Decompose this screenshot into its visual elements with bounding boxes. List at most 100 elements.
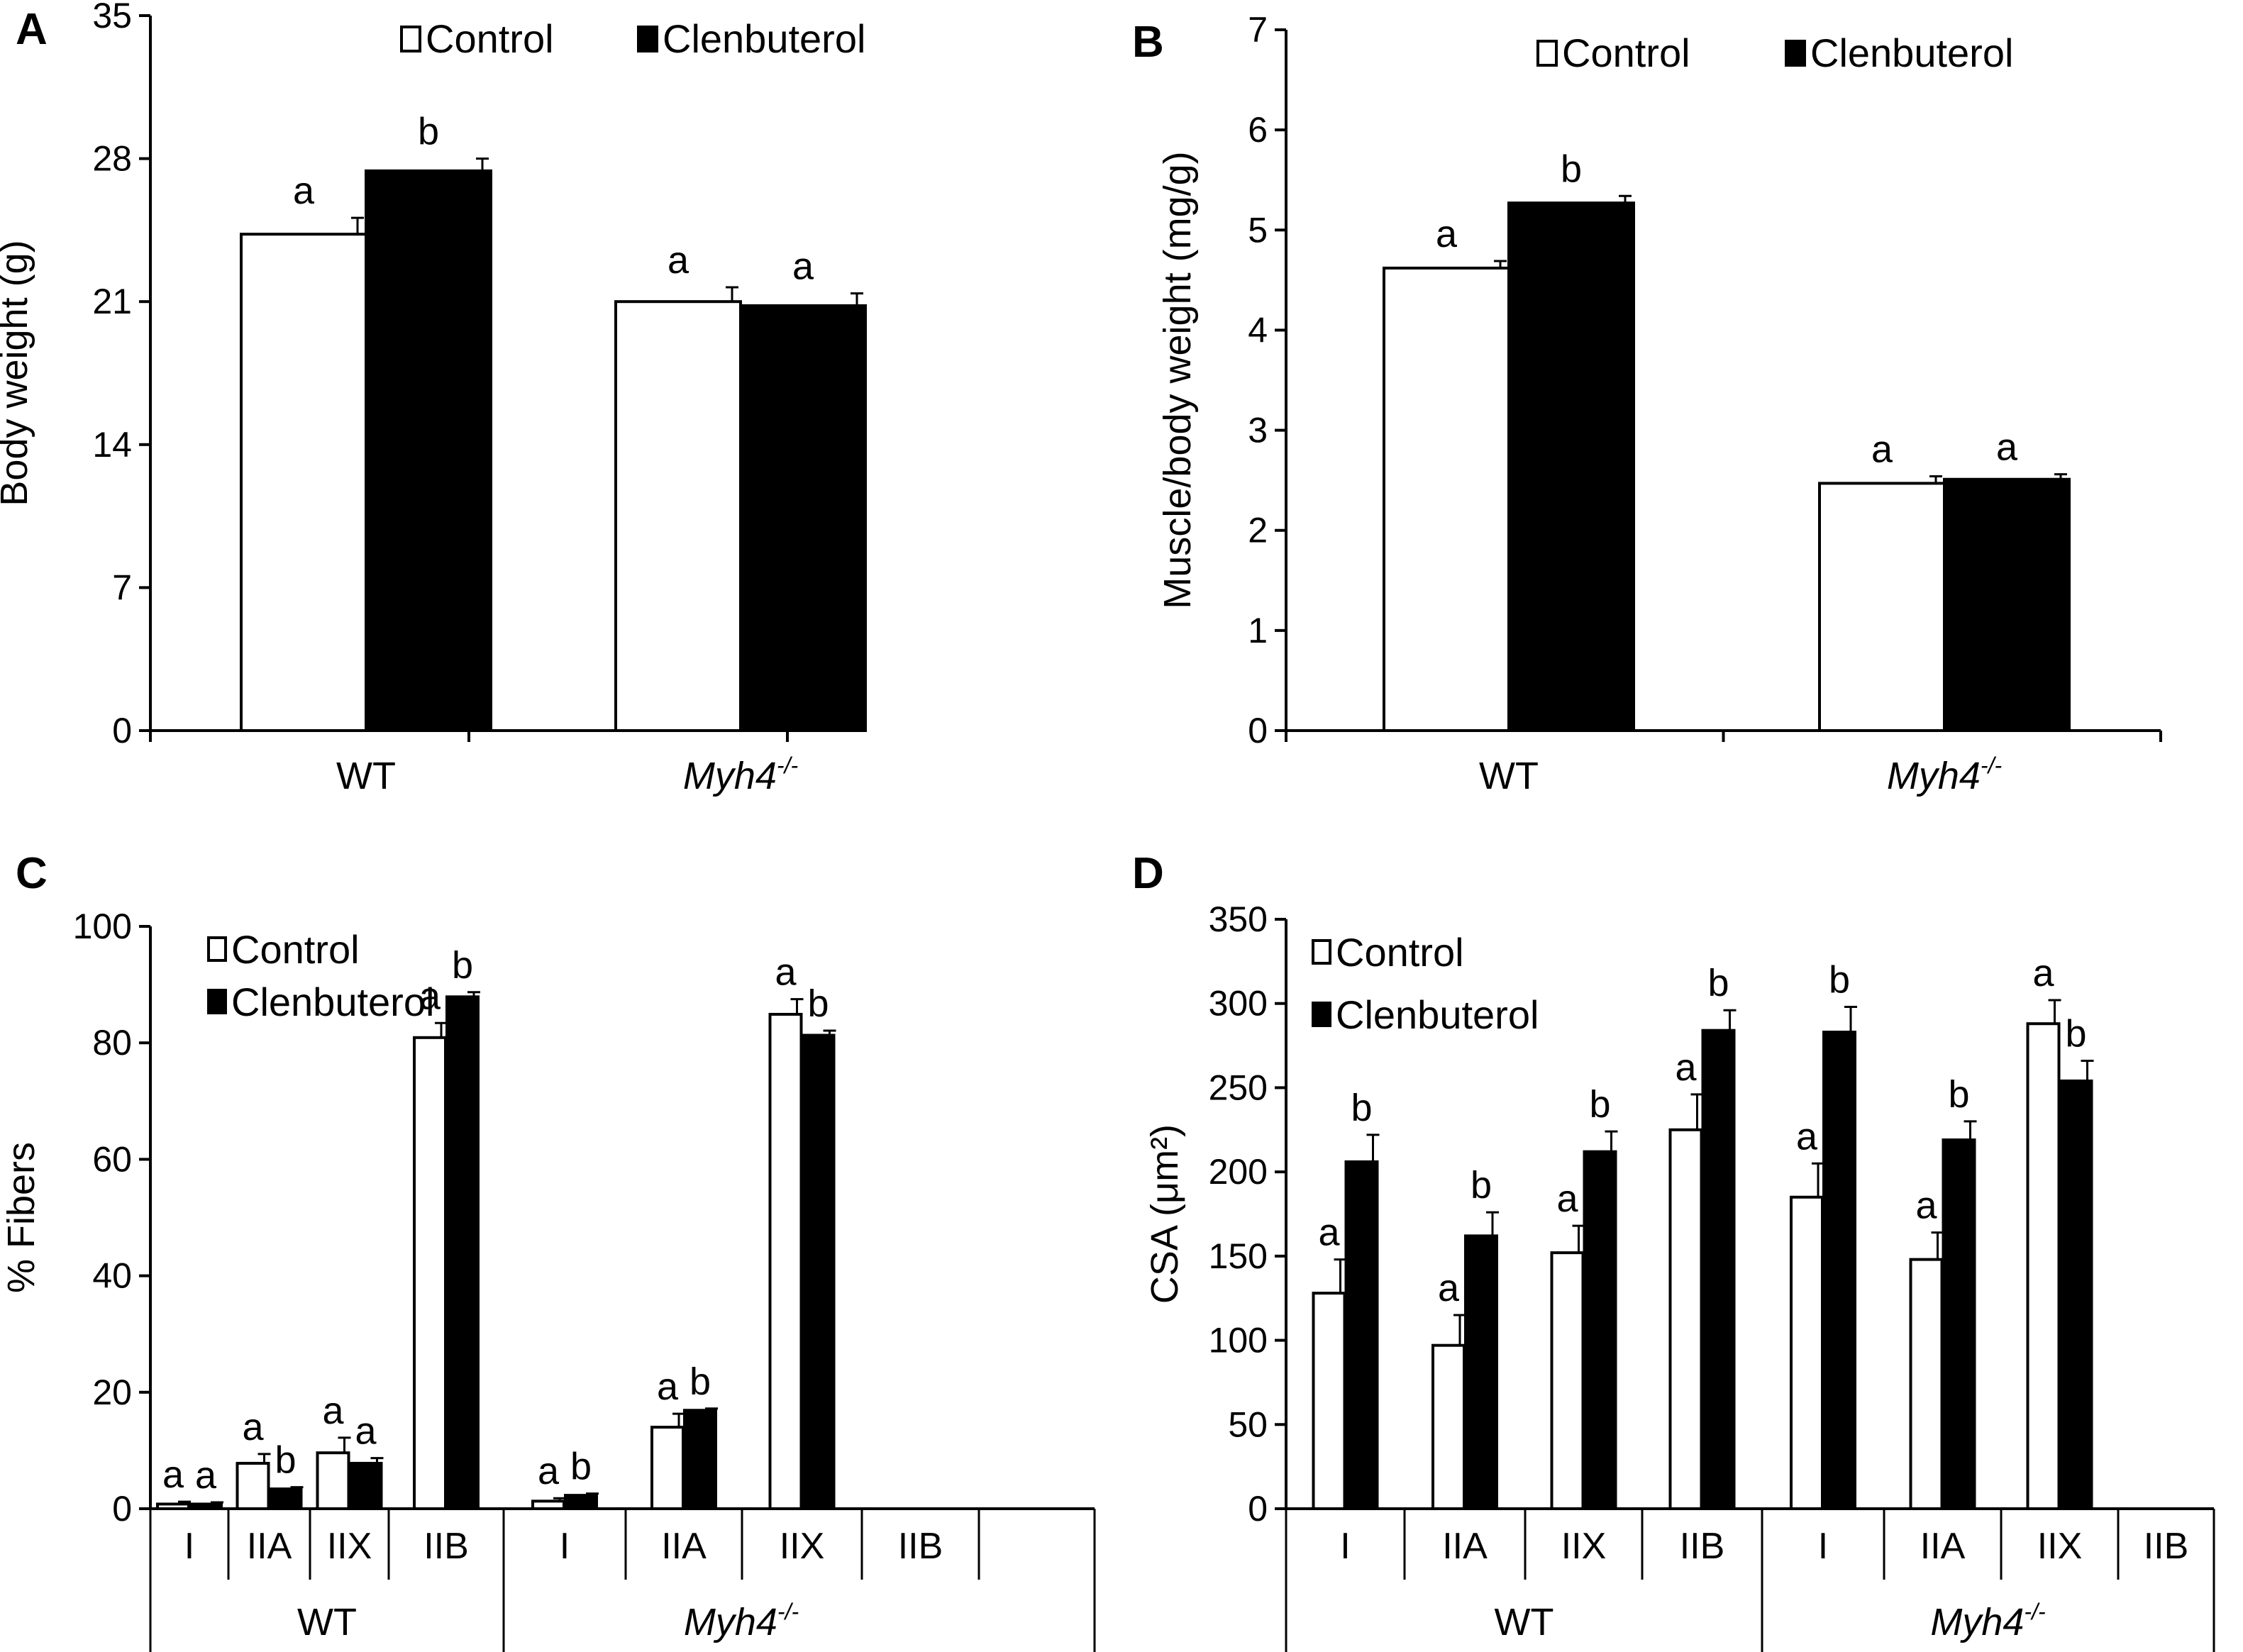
- y-tick-label: 35: [92, 0, 132, 35]
- significance-letter: a: [1996, 426, 2018, 469]
- bar-control-3: [413, 1036, 447, 1511]
- y-tick-label: 0: [1248, 1489, 1268, 1529]
- x-category-label: Myh4-/-: [1887, 753, 2002, 797]
- y-tick-label: 150: [1209, 1236, 1268, 1276]
- y-tick-label: 7: [1248, 10, 1268, 50]
- y-tick-label: 4: [1248, 310, 1268, 350]
- significance-letter: a: [2032, 952, 2054, 994]
- y-tick-label: 350: [1209, 899, 1268, 939]
- x-category-label: IIB: [2144, 1526, 2189, 1567]
- significance-letter: b: [1589, 1083, 1610, 1126]
- y-tick-label: 0: [1248, 711, 1268, 750]
- y-tick-label: 7: [112, 567, 132, 607]
- x-category-label: I: [184, 1526, 194, 1567]
- y-tick-label: 50: [1228, 1404, 1268, 1444]
- significance-letter: b: [570, 1446, 592, 1488]
- bar-clenbuterol-1: [1943, 477, 2071, 733]
- bar-clenbuterol-2: [1583, 1150, 1617, 1511]
- significance-letter: a: [322, 1390, 344, 1432]
- bar-clenbuterol-5: [683, 1409, 717, 1510]
- panel-letter-d: D: [1132, 849, 1164, 898]
- legend-label-control: Control: [231, 927, 360, 972]
- significance-letter: b: [689, 1360, 711, 1403]
- legend: Control Clenbuterol: [1312, 930, 1539, 1037]
- panel-letter-b: B: [1132, 18, 1164, 67]
- bar-control-3: [1668, 1128, 1703, 1511]
- bar-control-5: [1909, 1258, 1944, 1510]
- y-tick-label: 6: [1248, 110, 1268, 150]
- legend-label-clenbuterol: Clenbuterol: [663, 16, 865, 61]
- legend-swatch-control: [1312, 939, 1331, 965]
- bar-clenbuterol-4: [1822, 1031, 1856, 1510]
- y-axis-title: Body weight (g): [0, 240, 35, 506]
- bar-clenbuterol-0: [189, 1502, 223, 1510]
- y-tick-label: 28: [92, 139, 132, 179]
- significance-letter: a: [538, 1450, 560, 1492]
- y-tick-label: 5: [1248, 210, 1268, 250]
- significance-letter: a: [1556, 1177, 1578, 1220]
- y-tick-label: 60: [92, 1139, 132, 1179]
- legend-swatch-control: [207, 936, 227, 962]
- legend: Control Clenbuterol: [1536, 31, 2013, 75]
- x-category-label: IIA: [661, 1526, 707, 1567]
- legend-swatch-clenbuterol: [1312, 1002, 1331, 1027]
- bar-clenbuterol-0: [365, 169, 492, 732]
- bar-control-4: [531, 1499, 565, 1510]
- x-category-label: I: [1818, 1526, 1828, 1567]
- y-tick-label: 20: [92, 1373, 132, 1412]
- bar-control-1: [236, 1461, 270, 1510]
- x-category-label: IIX: [780, 1526, 825, 1567]
- significance-letter: b: [1829, 958, 1850, 1001]
- legend-label-clenbuterol: Clenbuterol: [231, 980, 434, 1024]
- significance-letter: a: [162, 1453, 184, 1496]
- significance-letter: a: [792, 245, 814, 288]
- x-category-label: IIB: [423, 1526, 469, 1567]
- y-tick-label: 3: [1248, 411, 1268, 450]
- bar-clenbuterol-0: [1344, 1160, 1379, 1510]
- legend: Control Clenbuterol: [400, 16, 865, 61]
- y-tick-label: 100: [1209, 1321, 1268, 1360]
- bar-control-2: [316, 1451, 350, 1511]
- y-tick-label: 0: [112, 711, 132, 750]
- bar-clenbuterol-3: [445, 995, 480, 1510]
- significance-letter: a: [1318, 1212, 1340, 1254]
- significance-letter: a: [1675, 1046, 1697, 1089]
- legend-swatch-control: [400, 26, 421, 52]
- significance-letter: a: [775, 951, 797, 994]
- significance-letter: b: [275, 1439, 296, 1482]
- legend-swatch-clenbuterol: [637, 26, 658, 52]
- bar-clenbuterol-5: [1942, 1138, 1976, 1510]
- y-tick-label: 80: [92, 1023, 132, 1063]
- bar-clenbuterol-1: [739, 304, 867, 732]
- y-tick-label: 250: [1209, 1068, 1268, 1107]
- bar-control-0: [1312, 1292, 1346, 1510]
- legend-label-clenbuterol: Clenbuterol: [1336, 992, 1539, 1037]
- significance-letter: b: [1707, 962, 1729, 1004]
- significance-letter: a: [1438, 1267, 1460, 1309]
- x-group-label: WT: [1495, 1601, 1554, 1643]
- bar-control-6: [768, 1012, 803, 1510]
- x-category-label: WT: [336, 755, 396, 797]
- significance-letter: b: [2065, 1012, 2086, 1055]
- significance-letter: a: [668, 239, 689, 282]
- significance-letter: a: [293, 170, 315, 212]
- significance-letter: a: [195, 1454, 217, 1497]
- y-axis-title: CSA (μm²): [1143, 1124, 1186, 1304]
- bar-control-1: [614, 300, 742, 732]
- x-category-label: IIX: [2037, 1526, 2083, 1567]
- bar-control-6: [2026, 1022, 2061, 1510]
- y-tick-label: 2: [1248, 511, 1268, 550]
- legend-label-control: Control: [1562, 31, 1690, 75]
- bar-control-0: [156, 1502, 190, 1510]
- bar-clenbuterol-6: [801, 1033, 836, 1510]
- bar-control-0: [240, 233, 367, 733]
- bar-clenbuterol-0: [1507, 201, 1635, 733]
- legend-swatch-clenbuterol: [207, 989, 227, 1014]
- x-category-label: IIA: [1920, 1526, 1966, 1567]
- significance-letter: a: [1915, 1185, 1937, 1227]
- legend-label-control: Control: [1336, 930, 1464, 975]
- x-category-label: IIB: [1680, 1526, 1725, 1567]
